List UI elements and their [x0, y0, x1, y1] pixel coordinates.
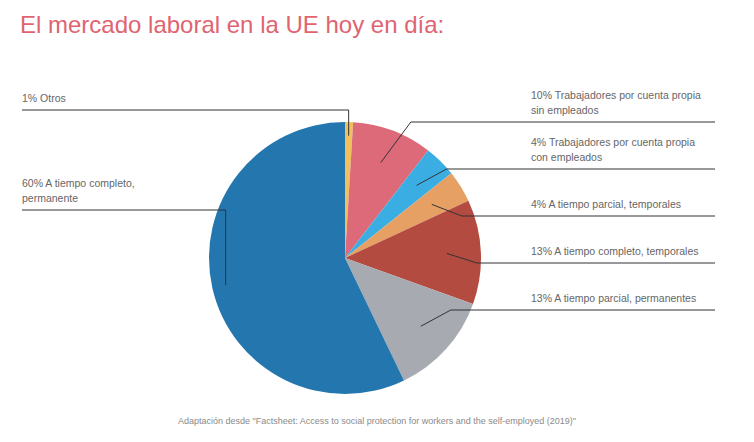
- data-label-part: 4%: [531, 136, 546, 148]
- leader-line: [417, 169, 715, 185]
- data-label: 4% Trabajadores por cuenta propia con emp…: [531, 136, 695, 163]
- data-label-part: A tiempo completo, temporales: [552, 245, 699, 257]
- data-label-part: permanente: [22, 192, 78, 204]
- data-label-part: 1%: [22, 92, 37, 104]
- leader-line: [22, 110, 349, 136]
- leader-line: [421, 310, 715, 326]
- data-label-part: 10%: [531, 89, 552, 101]
- chart-svg: El mercado laboral en la UE hoy en día: A…: [0, 0, 754, 442]
- title: El mercado laboral en la UE hoy en día:: [20, 11, 444, 38]
- data-label: 4% A tiempo parcial, temporales: [531, 198, 681, 210]
- data-label: 13% A tiempo parcial, permanentes: [531, 292, 696, 304]
- leader-line: [381, 122, 715, 163]
- data-label-part: A tiempo parcial, permanentes: [552, 292, 696, 304]
- labels: 1% Otros 10% Trabajadores por cuenta prop…: [22, 89, 715, 326]
- data-label-part: Otros: [37, 92, 66, 104]
- pie: [209, 122, 481, 394]
- data-label: 60% A tiempo completo, permanente: [22, 177, 135, 204]
- data-label: 13% A tiempo completo, temporales: [531, 245, 699, 257]
- data-label-part: 60%: [22, 177, 43, 189]
- slice: [209, 122, 404, 394]
- source: Adaptación desde "Factsheet: Access to s…: [178, 416, 576, 426]
- data-label-part: A tiempo completo,: [43, 177, 135, 189]
- data-label-part: 4%: [531, 198, 546, 210]
- data-label-part: 13%: [531, 292, 552, 304]
- leader-line: [22, 210, 226, 285]
- data-label-part: con empleados: [531, 151, 602, 163]
- chart-container: El mercado laboral en la UE hoy en día: A…: [0, 0, 754, 442]
- data-label-part: sin empleados: [531, 104, 599, 116]
- data-label: 1% Otros: [22, 92, 66, 104]
- data-label-part: A tiempo parcial, temporales: [546, 198, 681, 210]
- data-label-part: Trabajadores por cuenta propia: [546, 136, 695, 148]
- data-label-part: Trabajadores por cuenta propia: [552, 89, 701, 101]
- data-label: 10% Trabajadores por cuenta propia sin em…: [531, 89, 701, 116]
- data-label-part: 13%: [531, 245, 552, 257]
